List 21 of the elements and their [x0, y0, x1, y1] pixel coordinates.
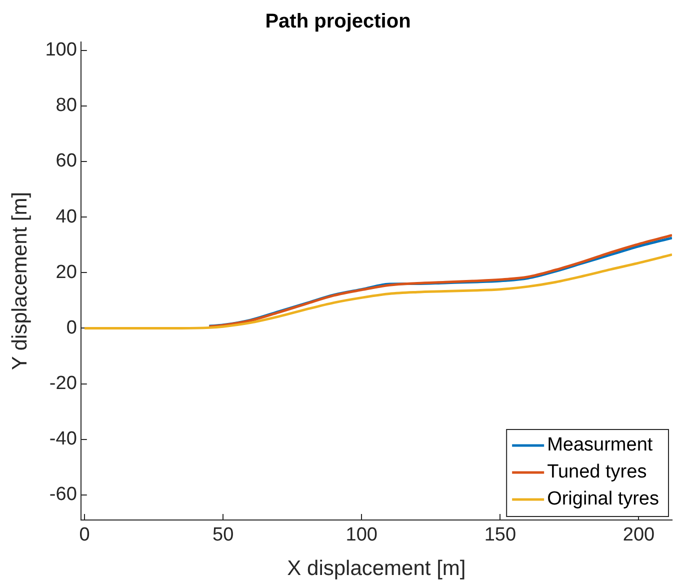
chart-title: Path projection [265, 10, 411, 33]
legend-label: Measurment [547, 434, 654, 456]
y-tick-label: 60 [56, 150, 77, 172]
y-tick-label: 100 [45, 40, 77, 61]
y-tick-label: 0 [66, 317, 77, 338]
x-axis-title: X displacement [m] [287, 557, 466, 580]
x-tick-label: 100 [346, 524, 378, 546]
legend-label: Tuned tyres [547, 462, 647, 483]
y-tick-label: -40 [49, 428, 77, 450]
x-tick-label: 0 [79, 524, 90, 546]
y-tick-label: 20 [56, 262, 77, 283]
x-tick-label: 150 [484, 524, 516, 546]
y-tick-label: 40 [56, 206, 77, 228]
x-tick-label: 200 [622, 524, 655, 546]
legend-label: Original tyres [547, 488, 659, 510]
y-tick-label: -20 [49, 373, 77, 394]
y-axis-title: Y displacement [m] [8, 192, 32, 370]
x-tick-label: 50 [212, 524, 234, 546]
y-tick-label: -60 [49, 484, 77, 506]
line-series [83, 253, 672, 330]
y-tick-label: 80 [56, 95, 77, 116]
